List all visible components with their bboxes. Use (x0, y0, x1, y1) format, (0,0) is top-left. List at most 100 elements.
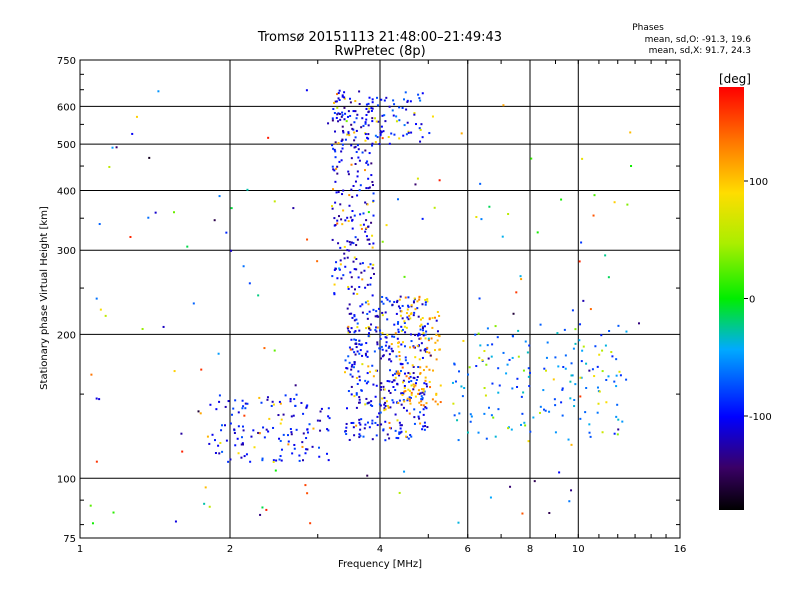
data-point (357, 148, 360, 151)
data-point (361, 363, 364, 366)
data-point (401, 106, 404, 109)
data-point (351, 219, 354, 222)
data-point (379, 411, 382, 414)
data-point (377, 315, 380, 318)
data-point (232, 407, 235, 410)
data-point (365, 219, 368, 222)
data-point (511, 356, 514, 359)
data-point (225, 231, 228, 234)
data-point (343, 257, 346, 260)
data-point (487, 406, 490, 409)
data-point (199, 412, 202, 415)
data-point (364, 379, 367, 382)
data-point (363, 169, 366, 172)
stats-line-o: mean, sd,O: -91.3, 19.6 (645, 35, 752, 45)
data-point (334, 141, 337, 144)
data-point (494, 325, 497, 328)
data-point (370, 221, 373, 224)
data-point (351, 227, 354, 230)
data-point (371, 294, 374, 297)
data-point (371, 184, 374, 187)
data-point (334, 267, 337, 270)
data-point (396, 337, 399, 340)
data-point (433, 206, 436, 209)
data-point (180, 432, 183, 435)
data-point (355, 346, 358, 349)
data-point (336, 113, 339, 116)
data-point (209, 403, 212, 406)
data-point (350, 421, 353, 424)
data-point (407, 318, 410, 321)
data-point (423, 390, 426, 393)
data-point (353, 363, 356, 366)
data-point (355, 406, 358, 409)
data-point (485, 363, 488, 366)
data-point (420, 403, 423, 406)
data-point (528, 385, 531, 388)
data-point (332, 147, 335, 150)
data-point (396, 198, 399, 201)
data-point (397, 341, 400, 344)
data-point (417, 415, 420, 418)
data-point (250, 435, 253, 438)
data-point (490, 355, 493, 358)
data-point (597, 402, 600, 405)
data-point (489, 496, 492, 499)
data-point (312, 427, 315, 430)
data-point (410, 305, 413, 308)
data-point (340, 115, 343, 118)
data-point (366, 317, 369, 320)
data-point (356, 292, 359, 295)
data-point (497, 391, 500, 394)
data-point (398, 351, 401, 354)
data-point (394, 429, 397, 432)
data-point (353, 434, 356, 437)
data-point (265, 508, 268, 511)
data-point (365, 103, 368, 106)
data-point (361, 262, 364, 265)
data-point (359, 224, 362, 227)
data-point (615, 415, 618, 418)
data-point (306, 428, 309, 431)
data-point (350, 123, 353, 126)
data-point (358, 329, 361, 332)
data-point (352, 426, 355, 429)
data-point (371, 98, 374, 101)
data-point (372, 375, 375, 378)
stats-line-x: mean, sd,X: 91.7, 24.3 (649, 46, 751, 56)
data-point (596, 386, 599, 389)
data-point (431, 115, 434, 118)
data-point (369, 276, 372, 279)
data-point (343, 118, 346, 121)
data-point (409, 434, 412, 437)
data-point (350, 276, 353, 279)
data-point (300, 401, 303, 404)
data-point (320, 407, 323, 410)
data-point (336, 219, 339, 222)
data-point (384, 401, 387, 404)
data-point (111, 146, 114, 149)
data-point (242, 265, 245, 268)
data-point (523, 421, 526, 424)
data-point (383, 409, 386, 412)
data-point (98, 398, 101, 401)
data-point (291, 452, 294, 455)
data-point (335, 116, 338, 119)
data-point (554, 431, 557, 434)
data-point (478, 356, 481, 359)
data-point (356, 322, 359, 325)
data-point (572, 347, 575, 350)
data-point (398, 399, 401, 402)
data-point (404, 296, 407, 299)
data-point (292, 207, 295, 210)
data-point (350, 188, 353, 191)
data-point (402, 398, 405, 401)
data-point (341, 223, 344, 226)
data-point (408, 389, 411, 392)
data-point (350, 368, 353, 371)
data-point (454, 380, 457, 383)
data-point (341, 114, 344, 117)
data-point (407, 371, 410, 374)
data-point (381, 114, 384, 117)
data-point (638, 322, 641, 325)
